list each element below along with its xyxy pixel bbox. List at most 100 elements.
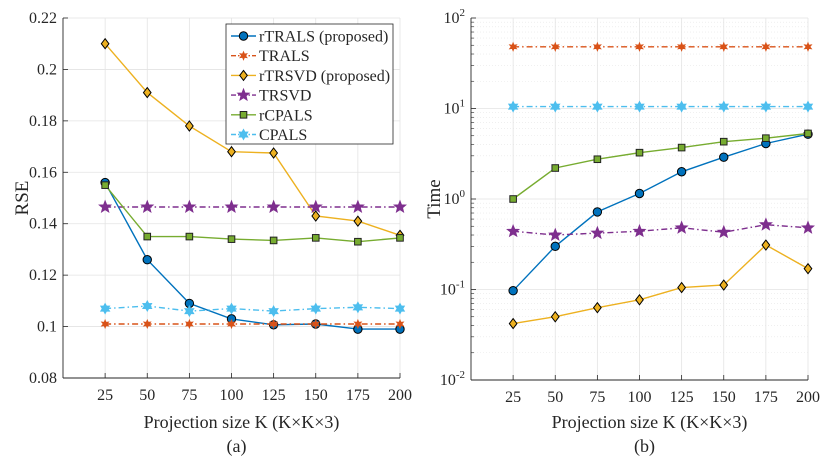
marker-circle	[676, 167, 687, 177]
x-tick-label: 25	[505, 389, 521, 406]
marker-asterisk	[269, 318, 279, 330]
y-tick-exponent: -2	[456, 369, 465, 381]
marker-hexagram	[141, 299, 153, 313]
legend-label: rTRSVD (proposed)	[259, 68, 390, 85]
marker-diamond	[100, 37, 110, 50]
marker-square	[227, 235, 236, 243]
marker-hexagram	[549, 100, 561, 113]
y-tick-base: 10	[444, 191, 460, 208]
marker-asterisk	[353, 318, 363, 330]
marker-square	[185, 232, 194, 241]
y-tick-base: 10	[444, 10, 460, 27]
marker-diamond	[227, 145, 236, 158]
marker-hexagram	[238, 128, 249, 141]
legend-item: TRALS	[231, 48, 310, 65]
legend-item: rTRSVD (proposed)	[231, 68, 390, 85]
marker-square	[677, 143, 686, 152]
legend-label: rTRALS (proposed)	[259, 29, 388, 46]
marker-pentagram	[308, 199, 323, 214]
y-tick-label: 0.22	[29, 10, 57, 27]
marker-diamond	[550, 310, 560, 323]
marker-asterisk	[550, 41, 560, 52]
marker-asterisk	[227, 318, 236, 330]
y-tick-base: 10	[440, 282, 456, 299]
marker-asterisk	[100, 318, 110, 330]
marker-pentagram	[140, 199, 155, 214]
x-tick-label: 50	[547, 389, 563, 406]
series-line	[104, 182, 400, 330]
x-tick-label: 75	[181, 387, 197, 404]
y-tick-label: 0.1	[37, 319, 57, 336]
marker-circle	[238, 31, 249, 41]
marker-diamond	[592, 301, 602, 314]
marker-hexagram	[760, 100, 772, 113]
y-tick-exponent: 0	[460, 188, 466, 200]
marker-pentagram	[716, 224, 731, 239]
series-5	[99, 299, 406, 318]
marker-square	[551, 164, 560, 172]
series-4	[101, 181, 404, 246]
marker-square	[762, 134, 770, 142]
y-tick-exponent: 2	[460, 7, 466, 19]
x-tick-label: 150	[712, 389, 736, 406]
legend-label: TRALS	[259, 48, 310, 65]
y-tick-label: 102	[444, 7, 466, 27]
series-2	[100, 37, 405, 242]
series-2	[508, 239, 813, 330]
subcaption: (b)	[634, 436, 655, 457]
x-tick-label: 175	[346, 387, 370, 404]
marker-pentagram	[548, 227, 563, 242]
marker-pentagram	[758, 217, 773, 231]
y-tick-label: 0.16	[29, 164, 57, 181]
subcaption: (a)	[227, 436, 247, 457]
marker-hexagram	[99, 302, 111, 315]
y-tick-label: 0.18	[29, 113, 57, 130]
marker-circle	[508, 285, 518, 296]
marker-hexagram	[802, 100, 814, 113]
marker-diamond	[269, 147, 279, 159]
marker-pentagram	[224, 199, 239, 214]
series-3	[506, 217, 815, 242]
x-tick-label: 25	[97, 387, 113, 404]
marker-asterisk	[142, 318, 152, 330]
marker-diamond	[142, 86, 152, 99]
marker-pentagram	[801, 220, 815, 234]
x-tick-label: 200	[796, 389, 820, 406]
series-line	[512, 132, 809, 200]
marker-hexagram	[592, 100, 603, 113]
marker-asterisk	[508, 41, 518, 52]
marker-asterisk	[184, 318, 194, 330]
legend-label: CPALS	[259, 127, 307, 144]
marker-circle	[550, 241, 560, 252]
marker-diamond	[311, 210, 321, 222]
marker-pentagram	[98, 199, 113, 214]
legend-label: rCPALS	[259, 107, 313, 124]
marker-pentagram	[506, 223, 521, 238]
x-tick-label: 125	[670, 389, 694, 406]
marker-square	[311, 234, 320, 242]
x-tick-label: 200	[388, 387, 412, 404]
y-tick-exponent: 1	[460, 98, 466, 110]
marker-square	[143, 232, 152, 241]
series-4	[509, 129, 812, 203]
series-3	[98, 199, 407, 214]
y-tick-exponent: -1	[456, 279, 465, 291]
y-tick-base: 10	[440, 372, 456, 389]
legend-label: TRSVD	[259, 88, 311, 105]
marker-asterisk	[761, 41, 771, 52]
marker-diamond	[508, 317, 518, 330]
marker-asterisk	[395, 318, 405, 330]
marker-hexagram	[718, 100, 730, 113]
series-line	[104, 43, 401, 236]
marker-diamond	[803, 262, 813, 275]
y-axis-label: RSE	[12, 181, 33, 216]
x-axis-label: Projection size K (K×K×3)	[552, 412, 748, 433]
x-axis-label: Projection size K (K×K×3)	[144, 412, 340, 433]
marker-diamond	[761, 239, 771, 251]
y-tick-label: 101	[444, 98, 466, 118]
marker-diamond	[677, 281, 687, 294]
marker-pentagram	[590, 225, 605, 240]
series-line	[104, 184, 401, 243]
